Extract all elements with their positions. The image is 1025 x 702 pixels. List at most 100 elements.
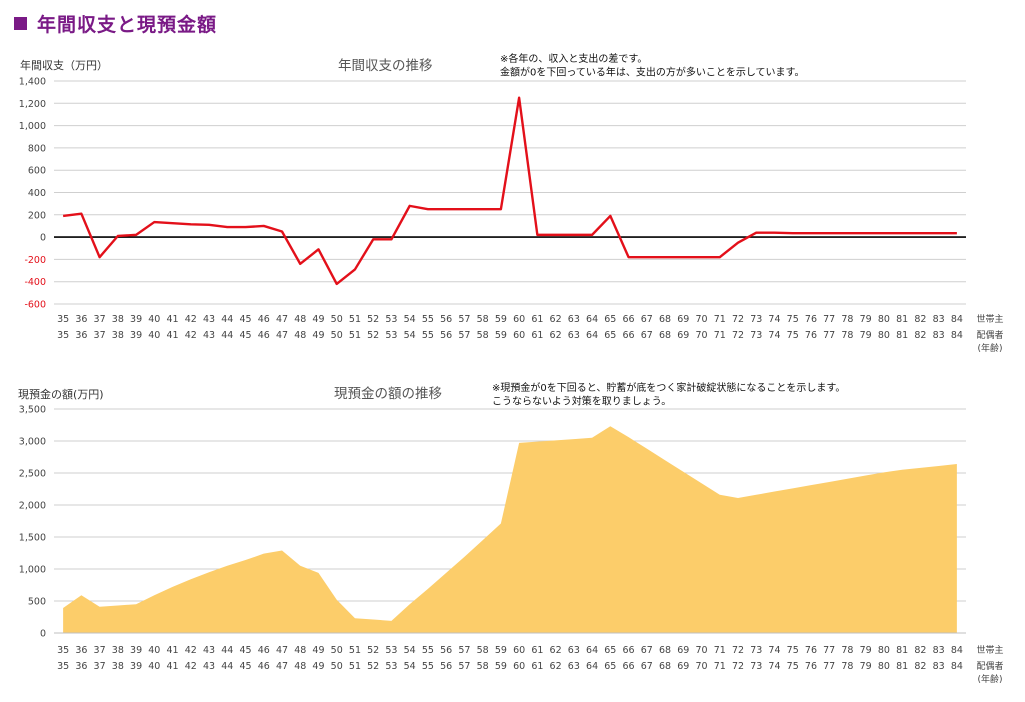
x-tick-label-householder: 40 bbox=[148, 645, 160, 656]
x-tick-label-spouse: 37 bbox=[94, 661, 106, 672]
x-tick-label-householder: 77 bbox=[823, 314, 835, 325]
x-tick-label-spouse: 46 bbox=[258, 661, 270, 672]
x-tick-label-spouse: 69 bbox=[677, 330, 689, 341]
x-tick-label-spouse: 57 bbox=[458, 330, 470, 341]
x-tick-label-householder: 57 bbox=[458, 314, 470, 325]
x-tick-label-householder: 36 bbox=[75, 645, 87, 656]
x-tick-label-householder: 59 bbox=[495, 314, 507, 325]
x-tick-label-householder: 56 bbox=[440, 645, 452, 656]
x-tick-label-spouse: 70 bbox=[695, 661, 707, 672]
x-tick-label-householder: 53 bbox=[385, 314, 397, 325]
x-tick-label-householder: 46 bbox=[258, 314, 270, 325]
x-axis-label-age: (年齢) bbox=[977, 673, 1002, 685]
y-tick-label: 1,000 bbox=[19, 121, 46, 132]
x-tick-label-spouse: 73 bbox=[750, 661, 762, 672]
y-tick-label: 1,400 bbox=[19, 77, 46, 88]
x-tick-label-householder: 45 bbox=[239, 645, 251, 656]
x-tick-label-householder: 40 bbox=[148, 314, 160, 325]
y-tick-label: -600 bbox=[24, 300, 46, 311]
x-tick-label-householder: 79 bbox=[860, 314, 872, 325]
x-tick-label-spouse: 83 bbox=[933, 661, 945, 672]
x-tick-label-householder: 64 bbox=[586, 314, 598, 325]
x-tick-label-householder: 39 bbox=[130, 314, 142, 325]
x-tick-label-householder: 84 bbox=[951, 645, 963, 656]
x-tick-label-householder: 65 bbox=[604, 314, 616, 325]
x-tick-label-householder: 49 bbox=[312, 645, 324, 656]
y-tick-label: 3,500 bbox=[19, 405, 46, 416]
y-tick-label: 2,500 bbox=[19, 469, 46, 480]
x-tick-label-spouse: 54 bbox=[404, 330, 416, 341]
x-tick-label-spouse: 61 bbox=[531, 661, 543, 672]
x-tick-label-householder: 71 bbox=[714, 314, 726, 325]
x-tick-label-householder: 60 bbox=[513, 314, 525, 325]
x-tick-label-householder: 48 bbox=[294, 645, 306, 656]
x-tick-label-spouse: 59 bbox=[495, 330, 507, 341]
x-tick-label-householder: 51 bbox=[349, 645, 361, 656]
x-tick-label-spouse: 68 bbox=[659, 330, 671, 341]
x-tick-label-householder: 55 bbox=[422, 645, 434, 656]
x-tick-label-spouse: 53 bbox=[385, 330, 397, 341]
x-tick-label-householder: 80 bbox=[878, 314, 890, 325]
x-tick-label-householder: 58 bbox=[477, 314, 489, 325]
x-tick-label-householder: 75 bbox=[787, 645, 799, 656]
x-tick-label-householder: 76 bbox=[805, 314, 817, 325]
x-tick-label-spouse: 39 bbox=[130, 330, 142, 341]
y-axis-label: 年間収支（万円） bbox=[20, 58, 108, 72]
x-tick-label-spouse: 50 bbox=[331, 330, 343, 341]
x-tick-label-householder: 53 bbox=[385, 645, 397, 656]
x-tick-label-spouse: 52 bbox=[367, 330, 379, 341]
x-tick-label-householder: 38 bbox=[112, 645, 124, 656]
chart-note: こうならないよう対策を取りましょう。 bbox=[492, 395, 671, 408]
x-tick-label-householder: 82 bbox=[914, 645, 926, 656]
y-tick-label: -200 bbox=[24, 255, 46, 266]
x-tick-label-spouse: 72 bbox=[732, 661, 744, 672]
x-tick-label-spouse: 59 bbox=[495, 661, 507, 672]
x-tick-label-householder: 62 bbox=[550, 645, 562, 656]
x-tick-label-householder: 75 bbox=[787, 314, 799, 325]
x-tick-label-householder: 43 bbox=[203, 645, 215, 656]
chart-note: ※現預金が0を下回ると、貯蓄が底をつく家計破綻状態になることを示します。 bbox=[492, 381, 845, 394]
x-tick-label-spouse: 61 bbox=[531, 330, 543, 341]
x-tick-label-householder: 70 bbox=[695, 645, 707, 656]
x-tick-label-householder: 84 bbox=[951, 314, 963, 325]
x-tick-label-spouse: 84 bbox=[951, 330, 963, 341]
x-tick-label-spouse: 62 bbox=[550, 661, 562, 672]
x-tick-label-householder: 81 bbox=[896, 645, 908, 656]
x-tick-label-householder: 54 bbox=[404, 645, 416, 656]
x-tick-label-householder: 79 bbox=[860, 645, 872, 656]
x-tick-label-spouse: 78 bbox=[841, 330, 853, 341]
x-tick-label-spouse: 67 bbox=[641, 330, 653, 341]
x-tick-label-householder: 77 bbox=[823, 645, 835, 656]
x-tick-label-householder: 38 bbox=[112, 314, 124, 325]
x-tick-label-spouse: 36 bbox=[75, 661, 87, 672]
x-tick-label-householder: 64 bbox=[586, 645, 598, 656]
x-axis-label-age: (年齢) bbox=[977, 342, 1002, 354]
x-tick-label-householder: 42 bbox=[185, 645, 197, 656]
y-tick-label: 400 bbox=[28, 188, 46, 199]
x-tick-label-spouse: 67 bbox=[641, 661, 653, 672]
x-tick-label-householder: 63 bbox=[568, 314, 580, 325]
chart-title: 現預金の額の推移 bbox=[334, 386, 442, 402]
x-tick-label-spouse: 76 bbox=[805, 330, 817, 341]
x-tick-label-spouse: 56 bbox=[440, 330, 452, 341]
x-tick-label-spouse: 65 bbox=[604, 661, 616, 672]
x-tick-label-spouse: 40 bbox=[148, 661, 160, 672]
x-axis-label-spouse: 配偶者 bbox=[976, 660, 1003, 672]
x-tick-label-spouse: 72 bbox=[732, 330, 744, 341]
x-tick-label-householder: 46 bbox=[258, 645, 270, 656]
x-tick-label-spouse: 54 bbox=[404, 661, 416, 672]
x-tick-label-householder: 67 bbox=[641, 314, 653, 325]
x-tick-label-spouse: 69 bbox=[677, 661, 689, 672]
x-tick-label-householder: 80 bbox=[878, 645, 890, 656]
x-tick-label-spouse: 80 bbox=[878, 661, 890, 672]
y-tick-label: -400 bbox=[24, 277, 46, 288]
x-tick-label-householder: 68 bbox=[659, 314, 671, 325]
x-tick-label-spouse: 60 bbox=[513, 661, 525, 672]
x-tick-label-householder: 37 bbox=[94, 645, 106, 656]
x-tick-label-spouse: 68 bbox=[659, 661, 671, 672]
x-tick-label-householder: 72 bbox=[732, 645, 744, 656]
x-tick-label-spouse: 48 bbox=[294, 330, 306, 341]
x-tick-label-householder: 49 bbox=[312, 314, 324, 325]
x-tick-label-householder: 45 bbox=[239, 314, 251, 325]
